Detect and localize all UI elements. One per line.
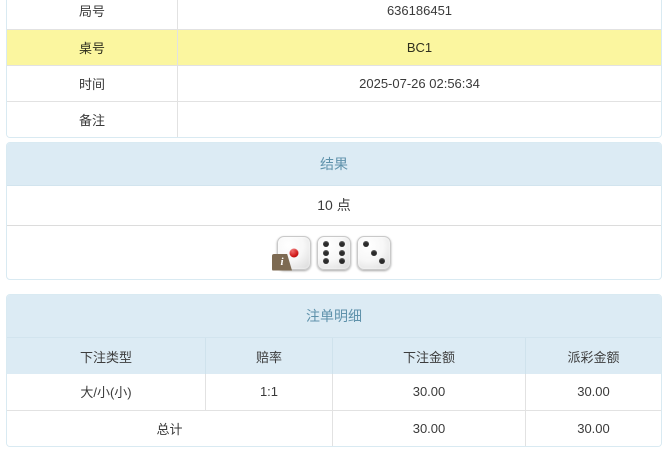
total-payout: 30.00 (525, 409, 661, 446)
info-icon[interactable]: i (272, 253, 292, 271)
remark-label: 备注 (7, 100, 178, 137)
table-row: 桌号 BC1 (7, 28, 661, 66)
die-pip (339, 257, 346, 264)
result-points-value: 10 点 (7, 186, 661, 226)
dice-group: i (7, 226, 661, 279)
result-card: 结果 10 点 i (6, 142, 662, 280)
die-pip (322, 241, 329, 248)
round-id-value: 636186451 (177, 0, 661, 30)
total-bet-amount: 30.00 (332, 409, 526, 446)
bet-detail-card: 注单明细 下注类型 赔率 下注金额 派彩金额 大/小(小) 1:1 30.00 … (6, 294, 662, 447)
round-info-card: 局号 636186451 桌号 BC1 时间 2025-07-26 02:56:… (6, 0, 662, 138)
cell-payout: 30.00 (525, 374, 661, 411)
column-header-bet-amount: 下注金额 (332, 338, 526, 374)
table-row: 局号 636186451 (7, 0, 661, 30)
bet-detail-table: 下注类型 赔率 下注金额 派彩金额 大/小(小) 1:1 30.00 30.00… (7, 338, 661, 446)
remark-value (177, 100, 661, 137)
die-2[interactable] (317, 235, 351, 270)
die-pip (322, 249, 329, 256)
table-total-row: 总计 30.00 30.00 (7, 409, 661, 446)
bet-detail-section-title: 注单明细 (7, 295, 661, 338)
round-info-body: 局号 636186451 桌号 BC1 时间 2025-07-26 02:56:… (7, 0, 661, 137)
table-id-value: BC1 (177, 28, 661, 66)
die-pip (322, 257, 329, 264)
cell-bet-type: 大/小(小) (7, 374, 206, 411)
die-pip (339, 249, 346, 256)
result-section-title: 结果 (7, 143, 661, 186)
table-header-row: 下注类型 赔率 下注金额 派彩金额 (7, 338, 661, 374)
cell-bet-amount: 30.00 (332, 374, 526, 411)
cell-odds: 1:1 (205, 374, 333, 411)
table-row: 大/小(小) 1:1 30.00 30.00 (7, 374, 661, 411)
column-header-odds: 赔率 (205, 338, 333, 374)
table-row: 时间 2025-07-26 02:56:34 (7, 64, 661, 102)
column-header-bet-type: 下注类型 (7, 338, 206, 374)
die-pip (289, 248, 299, 257)
die-1[interactable]: i (272, 235, 311, 271)
die-pip (371, 249, 377, 256)
column-header-payout: 派彩金额 (525, 338, 661, 374)
round-info-table: 局号 636186451 桌号 BC1 时间 2025-07-26 02:56:… (7, 0, 661, 137)
round-id-label: 局号 (7, 0, 178, 30)
die-pip (379, 257, 386, 264)
table-id-label: 桌号 (7, 28, 178, 66)
die-pip (339, 241, 346, 248)
total-label: 总计 (7, 409, 333, 446)
time-label: 时间 (7, 64, 178, 102)
time-value: 2025-07-26 02:56:34 (177, 64, 661, 102)
table-row: 备注 (7, 100, 661, 137)
die-pip (362, 241, 369, 248)
bet-detail-head: 下注类型 赔率 下注金额 派彩金额 (7, 338, 661, 374)
bet-detail-body: 大/小(小) 1:1 30.00 30.00 总计 30.00 30.00 (7, 374, 661, 446)
die-3[interactable] (357, 235, 391, 270)
